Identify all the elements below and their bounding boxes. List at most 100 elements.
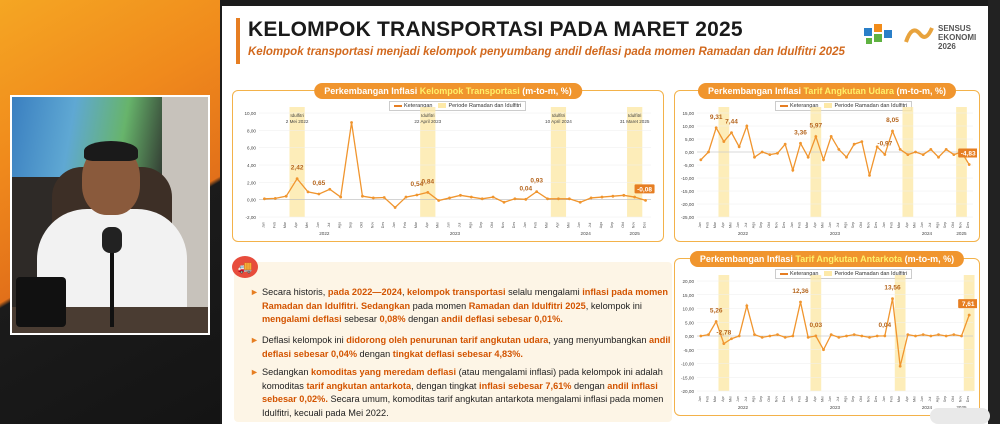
x-tick-label: Des xyxy=(381,222,385,229)
x-tick-label: Apr xyxy=(905,395,909,401)
x-tick-label: Des xyxy=(782,222,786,229)
x-tick-label: Des xyxy=(966,396,970,403)
data-label: -2,78 xyxy=(716,330,731,337)
text-segment: sebesar xyxy=(341,314,380,324)
data-point xyxy=(868,335,871,339)
x-tick-label: Sep xyxy=(943,222,947,228)
data-point xyxy=(611,194,615,198)
data-point xyxy=(737,145,741,149)
ramadan-highlight xyxy=(550,107,567,217)
data-point xyxy=(799,141,802,145)
x-tick-label: Nov xyxy=(867,222,871,229)
x-tick-label: Apr xyxy=(813,395,817,401)
data-point xyxy=(852,142,856,146)
data-label-bg xyxy=(634,184,655,194)
data-point xyxy=(891,129,894,133)
data-point xyxy=(891,297,894,301)
ramadan-highlight xyxy=(894,275,906,391)
data-point xyxy=(837,148,841,151)
data-point xyxy=(730,337,733,341)
data-point xyxy=(557,197,560,201)
data-point xyxy=(469,195,473,199)
chart-legend: Keterangan Periode Ramadan dan Idulfitri xyxy=(775,101,913,111)
data-point xyxy=(768,334,772,338)
data-label: 12,36 xyxy=(792,288,809,295)
microphone-stand xyxy=(110,247,114,327)
x-tick-label: Jul xyxy=(327,223,331,228)
x-tick-label: Nov xyxy=(959,222,963,229)
data-label: 7,61 xyxy=(962,301,975,308)
data-label: 0,54 xyxy=(411,181,424,188)
data-point xyxy=(860,334,864,338)
idulfitri-label: Idulfitri xyxy=(628,113,642,118)
data-point xyxy=(722,342,726,346)
x-tick-label: Jan xyxy=(698,396,702,402)
y-tick-label: 4,00 xyxy=(247,163,256,168)
data-point xyxy=(699,158,703,162)
microphone-icon xyxy=(102,227,122,253)
x-tick-label: Feb xyxy=(798,222,802,228)
x-tick-label: Jan xyxy=(261,222,265,228)
x-tick-label: Mei xyxy=(566,222,570,228)
x-tick-label: Okt xyxy=(767,222,771,228)
x-tick-label: Sep xyxy=(479,222,483,228)
year-label: 2023 xyxy=(830,231,841,236)
data-point xyxy=(906,333,910,337)
ramadan-highlight xyxy=(289,107,305,217)
year-label: 2024 xyxy=(581,231,592,236)
y-tick-label: 20,00 xyxy=(683,279,695,284)
x-tick-label: Nov xyxy=(959,396,963,403)
x-tick-label: Apr xyxy=(425,221,429,227)
year-label: 2024 xyxy=(922,405,933,410)
data-label-bg xyxy=(958,299,977,309)
x-tick-label: Okt xyxy=(859,222,863,228)
data-point xyxy=(783,335,787,339)
y-tick-label: -20,00 xyxy=(681,202,694,207)
x-tick-label: Nov xyxy=(775,396,779,403)
data-point xyxy=(929,334,933,338)
chart-tarif-angkutan-antarkota: 20,00 15,00 10,00 5,00 0,00 -5,00 -10,00 -15,00… xyxy=(681,275,977,410)
x-tick-label: Jul xyxy=(744,223,748,228)
data-label: 9,31 xyxy=(710,114,723,121)
x-tick-label: Mar xyxy=(713,221,717,228)
data-point xyxy=(350,121,353,124)
x-tick-label: Jan xyxy=(790,222,794,228)
x-tick-label: Jul xyxy=(836,223,840,228)
x-tick-label: Apr xyxy=(555,221,559,227)
data-point xyxy=(295,177,299,181)
x-tick-label: Feb xyxy=(706,396,710,402)
x-tick-label: Feb xyxy=(798,396,802,402)
x-tick-label: Apr xyxy=(721,221,725,227)
data-point xyxy=(814,334,818,338)
y-tick-label: 0,00 xyxy=(685,150,694,155)
data-point xyxy=(875,145,879,149)
x-tick-label: Okt xyxy=(490,222,494,228)
x-tick-label: Jul xyxy=(928,397,932,402)
data-point xyxy=(806,335,810,339)
x-tick-label: Des xyxy=(874,222,878,229)
data-label: 5,26 xyxy=(710,308,723,315)
y-tick-label: 8,00 xyxy=(247,128,256,133)
x-tick-label: Jun xyxy=(828,222,832,228)
year-label: 2025 xyxy=(956,405,967,410)
text-segment: Secara historis, xyxy=(262,287,328,297)
data-point xyxy=(883,153,887,156)
data-point xyxy=(768,153,772,156)
paragraph-komoditas: ► Sedangkan komoditas yang meredam deflas… xyxy=(250,367,664,418)
panel-title: Perkembangan Inflasi Tarif Angkutan Udar… xyxy=(697,83,957,99)
x-tick-label: Jul xyxy=(744,397,748,402)
data-point xyxy=(317,192,321,196)
data-point xyxy=(829,333,833,337)
data-point xyxy=(437,199,441,202)
data-point xyxy=(906,153,910,156)
data-point xyxy=(760,335,764,339)
x-tick-label: Sep xyxy=(759,396,763,402)
data-point xyxy=(415,193,419,197)
idulfitri-label: Idulfitri xyxy=(290,113,304,118)
player-control-widget[interactable] xyxy=(930,408,990,424)
data-point xyxy=(921,333,925,337)
y-tick-label: -20,00 xyxy=(681,389,694,394)
data-point xyxy=(914,334,917,338)
x-tick-label: Des xyxy=(512,222,516,229)
x-tick-label: Jan xyxy=(523,222,527,228)
